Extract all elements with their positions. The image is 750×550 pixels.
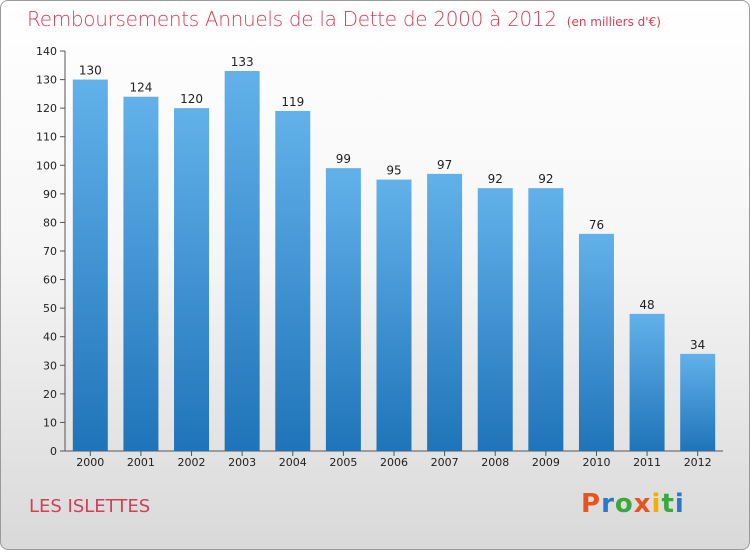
y-tick-label: 140	[36, 45, 57, 58]
data-label-2005: 99	[336, 152, 351, 166]
logo-letter: r	[601, 489, 615, 519]
logo-letter: i	[651, 489, 662, 519]
proxiti-logo: Proxiti	[581, 489, 685, 519]
data-label-2007: 97	[437, 158, 452, 172]
data-label-2009: 92	[538, 172, 553, 186]
data-label-2004: 119	[281, 95, 304, 109]
bar-2001	[123, 96, 159, 451]
bar-2000	[72, 79, 108, 452]
y-tick-label: 70	[43, 245, 57, 258]
x-tick-label-2012: 2012	[684, 456, 712, 469]
x-tick-label-2004: 2004	[279, 456, 307, 469]
x-tick-label-2007: 2007	[431, 456, 459, 469]
bar-2005	[325, 168, 361, 451]
chart-title-text: Remboursements Annuels de la Dette de 20…	[27, 7, 557, 31]
y-tick-label: 50	[43, 302, 57, 315]
y-tick-label: 60	[43, 274, 57, 287]
bar-2006	[376, 179, 412, 452]
x-tick-label-2005: 2005	[329, 456, 357, 469]
logo-letter: i	[674, 489, 685, 519]
logo-letter: o	[614, 489, 634, 519]
x-tick-label-2000: 2000	[76, 456, 104, 469]
data-label-2010: 76	[589, 218, 604, 232]
data-label-2003: 133	[231, 55, 254, 69]
data-label-2006: 95	[386, 164, 401, 178]
logo-letter: t	[661, 489, 675, 519]
y-tick-label: 130	[36, 74, 57, 87]
bar-2011	[629, 313, 665, 451]
chart-axes: 0 10 20 30 40 50 60 70 80 90 100 110 120 130 140 2000 20…	[36, 45, 723, 469]
x-tick-label-2001: 2001	[127, 456, 155, 469]
y-tick-label: 10	[43, 416, 57, 429]
bar-2010	[578, 233, 614, 451]
commune-name: LES ISLETTES	[29, 496, 151, 517]
x-tick-label-2008: 2008	[481, 456, 509, 469]
bar-2003	[224, 71, 260, 451]
data-label-2011: 48	[639, 298, 654, 312]
x-tick-label-2003: 2003	[228, 456, 256, 469]
bar-2002	[174, 108, 210, 452]
y-tick-label: 120	[36, 102, 57, 115]
chart-bars	[72, 71, 716, 452]
y-tick-label: 20	[43, 388, 57, 401]
y-tick-label: 90	[43, 188, 57, 201]
chart-unit-note: (en milliers d'€)	[566, 15, 661, 29]
chart-data-labels: 130 124 120 133 119 99 95 97 92 92 76 48 34	[79, 55, 705, 352]
x-tick-label-2006: 2006	[380, 456, 408, 469]
x-tick-label-2010: 2010	[582, 456, 610, 469]
chart-title: Remboursements Annuels de la Dette de 20…	[27, 7, 661, 31]
x-tick-label-2011: 2011	[633, 456, 661, 469]
data-label-2008: 92	[488, 172, 503, 186]
bar-2007	[427, 173, 463, 451]
data-label-2012: 34	[690, 338, 705, 352]
y-tick-label: 30	[43, 359, 57, 372]
x-tick-label-2002: 2002	[178, 456, 206, 469]
bar-2009	[528, 188, 564, 451]
logo-letter: x	[633, 489, 652, 519]
x-tick-label-2009: 2009	[532, 456, 560, 469]
data-label-2002: 120	[180, 92, 203, 106]
data-label-2001: 124	[129, 81, 152, 95]
y-tick-label: 110	[36, 131, 57, 144]
y-tick-label: 80	[43, 216, 57, 229]
logo-letter: P	[581, 489, 602, 519]
bar-2012	[680, 353, 716, 451]
data-label-2000: 130	[79, 64, 102, 78]
bar-2004	[275, 111, 311, 451]
y-tick-label: 100	[36, 159, 57, 172]
y-tick-label: 0	[50, 445, 57, 458]
bar-2008	[477, 188, 513, 451]
y-tick-label: 40	[43, 331, 57, 344]
